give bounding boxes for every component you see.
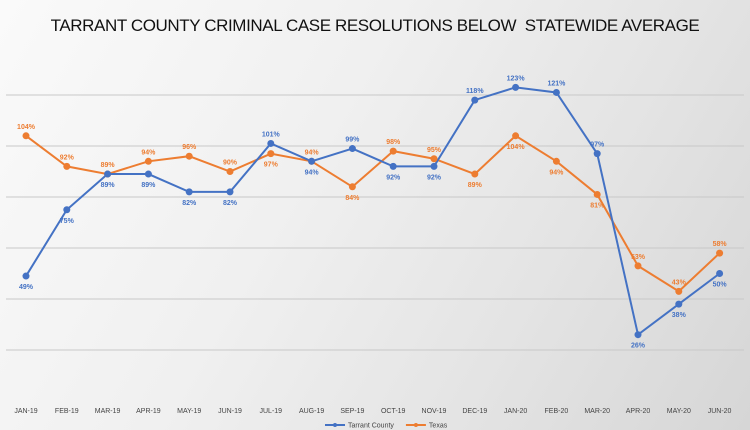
data-point [471,170,479,178]
x-tick-label: DEC-19 [462,408,487,415]
legend-label: Texas [429,423,448,430]
x-tick-label: SEP-19 [340,408,364,415]
data-label: 92% [60,154,75,161]
x-tick-label: AUG-19 [299,408,324,415]
data-point [430,162,438,170]
x-tick-label: JUL-19 [260,408,283,415]
data-label: 104% [17,124,36,131]
data-point [512,132,520,140]
data-point [593,190,601,198]
data-label: 98% [386,139,401,146]
data-label: 38% [672,312,687,319]
data-point [389,147,397,155]
series-line [25,86,721,337]
data-point [185,188,193,196]
x-tick-label: OCT-19 [381,408,406,415]
data-point [675,287,683,295]
data-label: 121% [547,80,566,87]
legend-label: Tarrant County [348,423,394,430]
x-tick-label: JAN-20 [504,408,527,415]
data-label: 90% [223,160,238,167]
data-label: 97% [590,142,605,149]
data-point [348,183,356,191]
x-tick-label: JAN-19 [14,408,37,415]
data-label: 89% [101,182,116,189]
data-label: 94% [141,149,156,156]
data-point [22,132,30,140]
data-point [512,83,520,91]
data-point [308,157,316,165]
data-point [63,206,71,214]
x-tick-label: APR-20 [626,408,651,415]
data-label: 92% [386,174,401,181]
data-label: 43% [672,279,687,286]
data-point [552,88,560,96]
data-label: 49% [19,284,34,291]
data-label: 104% [507,144,526,151]
x-tick-label: FEB-20 [545,408,569,415]
data-label: 26% [631,343,646,350]
legend-marker [413,423,418,427]
data-point [267,150,275,158]
data-point [716,270,724,277]
series-line [25,134,721,293]
data-label: 99% [345,137,360,144]
data-label: 96% [182,144,197,151]
data-label: 75% [60,218,75,225]
data-point [675,300,683,308]
data-label: 101% [262,131,281,138]
x-tick-label: JUN-19 [218,408,242,415]
data-label: 94% [549,169,564,176]
chart-title: TARRANT COUNTY CRIMINAL CASE RESOLUTIONS… [50,16,700,35]
data-point [593,150,601,158]
data-label: 58% [713,241,728,248]
data-label: 89% [141,182,156,189]
data-label: 94% [305,149,320,156]
x-tick-label: MAR-19 [95,408,121,415]
data-label: 95% [427,147,442,154]
data-point [471,96,479,104]
data-label: 53% [631,254,646,261]
data-point [552,157,560,165]
data-label: 118% [466,88,484,95]
data-point [634,262,642,270]
data-label: 89% [468,182,483,189]
data-point [634,331,642,339]
data-point [63,162,71,170]
data-point [104,170,112,178]
data-point [267,139,275,147]
data-point [185,152,193,160]
x-tick-label: FEB-19 [55,408,79,415]
x-tick-label: MAR-20 [584,408,610,415]
data-point [22,272,30,280]
data-point [144,157,152,165]
data-label: 84% [345,195,360,202]
data-label: 50% [713,282,728,289]
data-point [348,145,356,153]
data-point [226,168,234,175]
x-tick-label: NOV-19 [422,408,447,415]
legend-marker [333,423,337,427]
data-point [716,249,724,257]
data-label: 82% [182,200,197,207]
x-tick-label: MAY-19 [177,408,201,415]
data-label: 81% [590,202,605,209]
data-point [430,155,438,163]
data-label: 97% [264,162,279,169]
data-label: 92% [427,174,442,181]
x-tick-label: MAY-20 [667,408,691,415]
data-point [144,170,152,178]
data-label: 123% [507,75,526,82]
data-label: 82% [223,200,238,207]
x-tick-label: APR-19 [136,408,161,415]
x-tick-label: JUN-20 [708,408,732,415]
data-label: 89% [101,162,116,169]
data-point [389,162,397,170]
data-point [226,188,234,196]
data-label: 94% [305,169,320,176]
